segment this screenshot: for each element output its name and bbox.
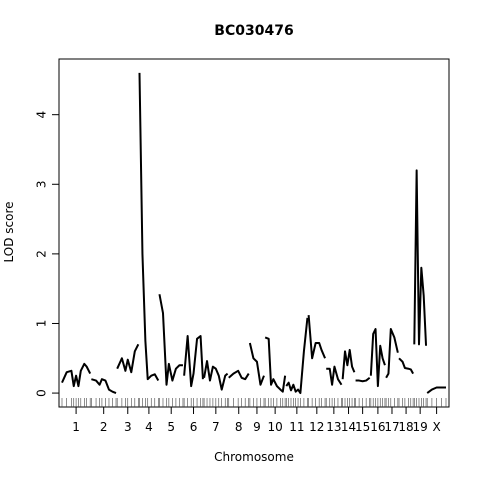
- chromosome-label: 3: [124, 420, 132, 434]
- lod-curve-chr-1: [61, 362, 92, 388]
- chromosome-label: 8: [235, 420, 243, 434]
- chromosome-label: 6: [190, 420, 198, 434]
- lod-curve-chr-19: [413, 169, 428, 346]
- y-axis-label: LOD score: [2, 201, 16, 262]
- x-axis-label: Chromosome: [214, 450, 294, 464]
- lod-curve-chr-18: [398, 357, 414, 375]
- chromosome-label: 18: [398, 420, 413, 434]
- lod-curve-chr-10: [264, 336, 287, 393]
- chromosome-label: 15: [355, 420, 370, 434]
- chromosome-label: 9: [253, 420, 261, 434]
- chromosome-label: 5: [167, 420, 175, 434]
- y-tick-label: 3: [35, 180, 49, 188]
- chromosome-label: X: [432, 420, 440, 434]
- lod-curve-chr-8: [228, 369, 250, 381]
- lod-curve-chr-4: [138, 72, 160, 382]
- y-axis: 0 1 2 3 4: [35, 111, 59, 397]
- chromosome-label: 7: [212, 420, 220, 434]
- chromosome-label: 19: [413, 420, 428, 434]
- chromosome-label: 10: [267, 420, 282, 434]
- lod-curve-chr-X: [426, 386, 446, 394]
- chromosome-label: 14: [341, 420, 356, 434]
- chromosome-label: 1: [72, 420, 80, 434]
- chromosome-label: 17: [384, 420, 399, 434]
- lod-curve-chr-6: [183, 335, 204, 388]
- marker-rug: [61, 398, 447, 407]
- chromosome-label: 2: [100, 420, 108, 434]
- chromosome-label: 11: [289, 420, 304, 434]
- lod-curve-chr-11: [285, 317, 309, 395]
- lod-curve-chr-16: [369, 328, 386, 388]
- chromosome-label: 13: [326, 420, 341, 434]
- y-tick-label: 0: [35, 389, 49, 397]
- lod-curve-chr-7: [203, 360, 229, 391]
- lod-curve-chr-12: [307, 315, 326, 360]
- chart-title: BC030476: [214, 23, 293, 39]
- lod-curve-chr-15: [355, 376, 371, 383]
- chromosome-label: 12: [309, 420, 324, 434]
- lod-curves: [61, 72, 446, 395]
- lod-curve-chr-13: [326, 365, 343, 386]
- lod-curve-chr-17: [385, 328, 399, 379]
- lod-curve-chr-2: [91, 378, 117, 395]
- lod-curve-chr-5: [158, 294, 183, 386]
- chromosome-label: 16: [370, 420, 385, 434]
- plot-frame: [58, 58, 450, 408]
- y-tick-label: 4: [35, 111, 49, 119]
- y-tick-label: 1: [35, 320, 49, 328]
- chromosome-label: 4: [145, 420, 153, 434]
- lod-curve-chr-3: [116, 343, 140, 374]
- lod-curve-chr-14: [341, 348, 356, 380]
- y-tick-label: 2: [35, 250, 49, 258]
- lod-curve-chr-9: [248, 342, 265, 386]
